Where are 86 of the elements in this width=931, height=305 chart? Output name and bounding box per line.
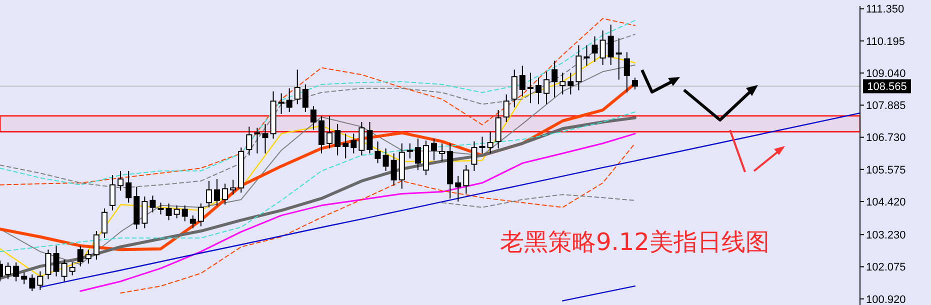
candlestick bbox=[632, 77, 638, 90]
candlestick bbox=[326, 115, 333, 149]
ref-line-label: 108.565 bbox=[867, 81, 907, 94]
candlestick bbox=[536, 77, 542, 105]
candlestick bbox=[85, 249, 92, 264]
candlestick bbox=[511, 69, 518, 108]
y-tick-label: 100.920 bbox=[866, 294, 906, 305]
candlestick bbox=[182, 204, 188, 222]
line-series bbox=[442, 194, 636, 208]
candlestick bbox=[278, 92, 284, 114]
candlestick bbox=[414, 138, 421, 171]
candlestick bbox=[37, 270, 44, 290]
candlestick bbox=[254, 127, 260, 154]
candlestick bbox=[53, 245, 60, 277]
candlestick bbox=[126, 170, 132, 204]
candlestick bbox=[158, 202, 164, 215]
candlestick bbox=[342, 133, 349, 159]
candlestick bbox=[544, 71, 550, 105]
candlestick bbox=[93, 230, 100, 260]
candlestick bbox=[310, 106, 316, 130]
candlestick bbox=[190, 214, 196, 229]
candlestick bbox=[21, 272, 28, 285]
y-tick-label: 103.230 bbox=[866, 230, 906, 242]
candlestick bbox=[77, 245, 84, 267]
candlestick bbox=[592, 36, 598, 62]
candlestick bbox=[503, 94, 510, 122]
candlestick bbox=[552, 60, 558, 98]
candlestick bbox=[334, 123, 341, 156]
candlestick bbox=[318, 115, 324, 154]
y-tick-label: 111.350 bbox=[866, 4, 904, 16]
candlestick bbox=[222, 183, 228, 206]
candlestick bbox=[350, 133, 357, 154]
y-tick-label: 106.730 bbox=[866, 132, 906, 144]
candlestick bbox=[166, 202, 172, 221]
y-tick-label: 105.575 bbox=[866, 164, 906, 176]
line-series bbox=[40, 112, 861, 288]
y-tick-label: 104.420 bbox=[866, 196, 906, 208]
candlestick bbox=[390, 152, 397, 186]
candlestick bbox=[302, 84, 308, 112]
candlestick bbox=[13, 262, 20, 282]
candlestick bbox=[560, 72, 566, 95]
y-tick-label: 107.885 bbox=[866, 100, 906, 112]
candlestick bbox=[198, 202, 204, 227]
candlestick bbox=[519, 65, 526, 97]
candlestick bbox=[358, 121, 365, 156]
candlestick bbox=[101, 208, 108, 238]
candlestick bbox=[366, 121, 373, 154]
candlestick bbox=[374, 140, 381, 164]
candlestick bbox=[406, 142, 413, 159]
candlestick bbox=[262, 123, 268, 154]
candlestick bbox=[142, 196, 148, 229]
candlestick bbox=[439, 142, 446, 162]
candlestick bbox=[230, 179, 236, 196]
candlestick bbox=[463, 164, 470, 194]
candlestick bbox=[455, 175, 462, 202]
candlestick bbox=[206, 180, 212, 208]
annotation: 老黑策略9.12美指日线图 bbox=[500, 227, 770, 258]
candlestick bbox=[600, 30, 606, 66]
candlestick bbox=[118, 170, 124, 192]
y-tick-label: 102.075 bbox=[866, 262, 906, 274]
candlestick bbox=[584, 44, 590, 66]
candlestick bbox=[286, 88, 292, 112]
candlestick bbox=[45, 249, 52, 280]
candlestick bbox=[174, 204, 180, 219]
candlestick bbox=[608, 24, 614, 66]
candlestick bbox=[568, 72, 574, 95]
candlestick bbox=[246, 126, 252, 156]
candlestick bbox=[294, 69, 300, 105]
candlestick bbox=[527, 72, 534, 104]
candlestick bbox=[69, 262, 76, 276]
candlestick bbox=[5, 262, 12, 280]
candlestick bbox=[214, 178, 220, 206]
candlestick bbox=[61, 259, 68, 282]
candlestick bbox=[382, 148, 389, 172]
y-tick-label: 109.040 bbox=[866, 68, 906, 80]
candlestick bbox=[495, 110, 502, 149]
candlestick bbox=[29, 274, 36, 292]
candlestick bbox=[487, 131, 494, 154]
candlestick bbox=[616, 38, 622, 80]
candlestick bbox=[431, 138, 438, 161]
candlestick bbox=[110, 174, 116, 211]
candlestick bbox=[479, 136, 486, 154]
candlestick bbox=[624, 52, 630, 93]
candlestick bbox=[471, 140, 478, 172]
candlestick bbox=[150, 195, 156, 213]
y-tick-label: 110.195 bbox=[866, 36, 905, 48]
